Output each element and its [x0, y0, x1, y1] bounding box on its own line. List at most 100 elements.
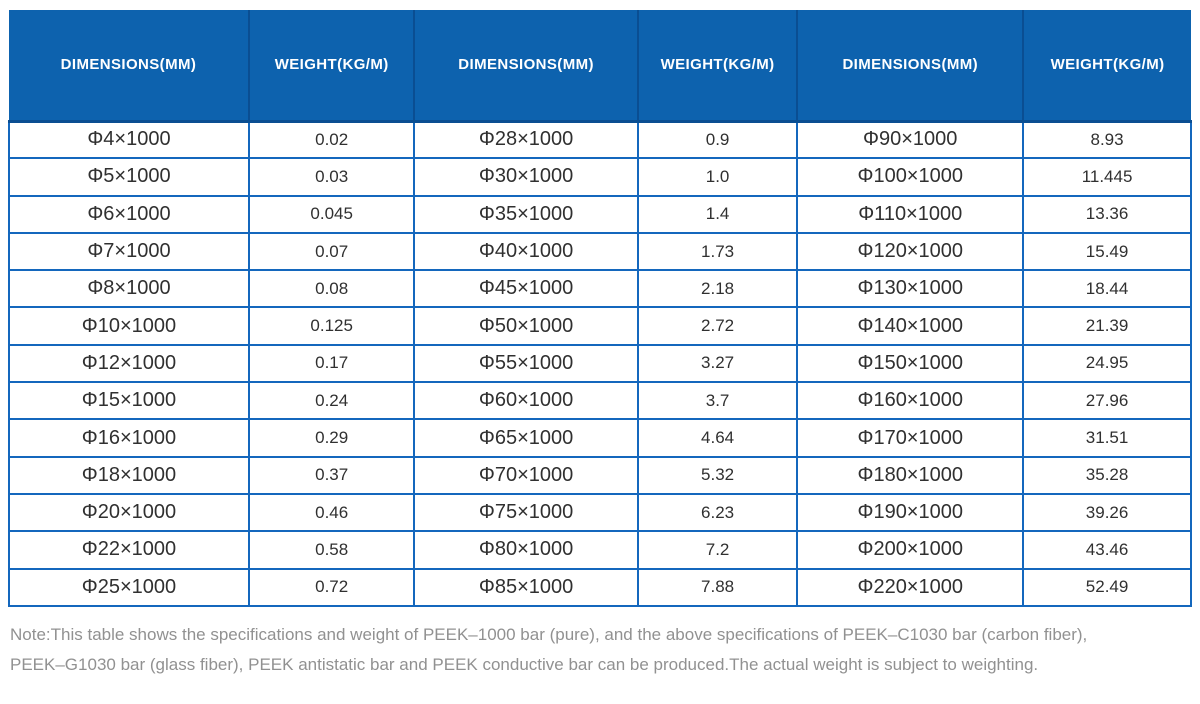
- table-header-row: DIMENSIONS(MM) WEIGHT(KG/M) DIMENSIONS(M…: [9, 10, 1191, 123]
- weight-cell: 7.88: [636, 567, 799, 607]
- weight-cell: 0.02: [247, 119, 416, 160]
- weight-cell: 0.29: [247, 418, 416, 458]
- table-row: Φ20×1000 0.46 Φ75×1000 6.23 Φ190×1000 39.26: [8, 492, 1192, 533]
- dimensions-cell: Φ190×1000: [796, 492, 1025, 533]
- dimensions-cell: Φ200×1000: [796, 530, 1025, 570]
- dimensions-cell: Φ18×1000: [8, 455, 250, 495]
- dimensions-cell: Φ120×1000: [796, 231, 1025, 272]
- weight-cell: 15.49: [1022, 231, 1192, 272]
- dimensions-cell: Φ45×1000: [413, 269, 639, 309]
- table-row: Φ6×1000 0.045 Φ35×1000 1.4 Φ110×1000 13.36: [8, 194, 1192, 234]
- weight-cell: 3.7: [636, 381, 799, 421]
- dimensions-cell: Φ40×1000: [413, 231, 639, 272]
- dimensions-cell: Φ70×1000: [413, 455, 639, 495]
- weight-cell: 13.36: [1022, 194, 1192, 234]
- weight-cell: 0.03: [247, 157, 416, 197]
- weight-cell: 43.46: [1022, 530, 1192, 570]
- table-row: Φ10×1000 0.125 Φ50×1000 2.72 Φ140×1000 21.39: [8, 306, 1192, 346]
- weight-cell: 0.72: [247, 567, 416, 607]
- weight-cell: 2.72: [636, 306, 799, 346]
- dimensions-cell: Φ55×1000: [413, 343, 639, 384]
- weight-cell: 0.24: [247, 381, 416, 421]
- table-row: Φ8×1000 0.08 Φ45×1000 2.18 Φ130×1000 18.44: [8, 269, 1192, 309]
- weight-cell: 2.18: [636, 269, 799, 309]
- header-cell-weight-3: WEIGHT(KG/M): [1022, 10, 1191, 123]
- weight-cell: 27.96: [1022, 381, 1192, 421]
- table-row: Φ4×1000 0.02 Φ28×1000 0.9 Φ90×1000 8.93: [8, 119, 1192, 160]
- weight-cell: 1.4: [636, 194, 799, 234]
- spec-table: DIMENSIONS(MM) WEIGHT(KG/M) DIMENSIONS(M…: [8, 10, 1192, 607]
- weight-cell: 1.73: [636, 231, 799, 272]
- weight-cell: 0.46: [247, 492, 416, 533]
- dimensions-cell: Φ25×1000: [8, 567, 250, 607]
- table-row: Φ12×1000 0.17 Φ55×1000 3.27 Φ150×1000 24.95: [8, 343, 1192, 384]
- note-line-2: PEEK–G1030 bar (glass fiber), PEEK antis…: [10, 654, 1039, 674]
- dimensions-cell: Φ180×1000: [796, 455, 1025, 495]
- dimensions-cell: Φ7×1000: [8, 231, 250, 272]
- dimensions-cell: Φ80×1000: [413, 530, 639, 570]
- table-row: Φ15×1000 0.24 Φ60×1000 3.7 Φ160×1000 27.96: [8, 381, 1192, 421]
- dimensions-cell: Φ220×1000: [796, 567, 1025, 607]
- dimensions-cell: Φ90×1000: [796, 119, 1025, 160]
- dimensions-cell: Φ16×1000: [8, 418, 250, 458]
- table-row: Φ7×1000 0.07 Φ40×1000 1.73 Φ120×1000 15.49: [8, 231, 1192, 272]
- dimensions-cell: Φ75×1000: [413, 492, 639, 533]
- table-body: Φ4×1000 0.02 Φ28×1000 0.9 Φ90×1000 8.93 Φ5×100…: [8, 119, 1192, 607]
- weight-cell: 7.2: [636, 530, 799, 570]
- weight-cell: 31.51: [1022, 418, 1192, 458]
- table-row: Φ22×1000 0.58 Φ80×1000 7.2 Φ200×1000 43.46: [8, 530, 1192, 570]
- weight-cell: 39.26: [1022, 492, 1192, 533]
- dimensions-cell: Φ12×1000: [8, 343, 250, 384]
- weight-cell: 0.07: [247, 231, 416, 272]
- table-row: Φ5×1000 0.03 Φ30×1000 1.0 Φ100×1000 11.445: [8, 157, 1192, 197]
- header-cell-weight-2: WEIGHT(KG/M): [636, 10, 798, 123]
- header-cell-dimensions-3: DIMENSIONS(MM): [796, 10, 1024, 123]
- dimensions-cell: Φ22×1000: [8, 530, 250, 570]
- weight-cell: 3.27: [636, 343, 799, 384]
- dimensions-cell: Φ170×1000: [796, 418, 1025, 458]
- weight-cell: 4.64: [636, 418, 799, 458]
- header-cell-weight-1: WEIGHT(KG/M): [247, 10, 415, 123]
- weight-cell: 0.58: [247, 530, 416, 570]
- dimensions-cell: Φ30×1000: [413, 157, 639, 197]
- dimensions-cell: Φ6×1000: [8, 194, 250, 234]
- note-line-1: Note:This table shows the specifications…: [10, 624, 1088, 644]
- dimensions-cell: Φ28×1000: [413, 119, 639, 160]
- table-row: Φ25×1000 0.72 Φ85×1000 7.88 Φ220×1000 52.49: [8, 567, 1192, 607]
- table-row: Φ16×1000 0.29 Φ65×1000 4.64 Φ170×1000 31.51: [8, 418, 1192, 458]
- weight-cell: 18.44: [1022, 269, 1192, 309]
- weight-cell: 8.93: [1022, 119, 1192, 160]
- header-cell-dimensions-1: DIMENSIONS(MM): [9, 10, 249, 123]
- dimensions-cell: Φ100×1000: [796, 157, 1025, 197]
- weight-cell: 6.23: [636, 492, 799, 533]
- dimensions-cell: Φ20×1000: [8, 492, 250, 533]
- page: DIMENSIONS(MM) WEIGHT(KG/M) DIMENSIONS(M…: [8, 10, 1192, 680]
- weight-cell: 1.0: [636, 157, 799, 197]
- dimensions-cell: Φ60×1000: [413, 381, 639, 421]
- dimensions-cell: Φ110×1000: [796, 194, 1025, 234]
- dimensions-cell: Φ130×1000: [796, 269, 1025, 309]
- weight-cell: 52.49: [1022, 567, 1192, 607]
- weight-cell: 0.08: [247, 269, 416, 309]
- dimensions-cell: Φ10×1000: [8, 306, 250, 346]
- weight-cell: 21.39: [1022, 306, 1192, 346]
- header-cell-dimensions-2: DIMENSIONS(MM): [413, 10, 638, 123]
- dimensions-cell: Φ15×1000: [8, 381, 250, 421]
- weight-cell: 0.17: [247, 343, 416, 384]
- table-row: Φ18×1000 0.37 Φ70×1000 5.32 Φ180×1000 35.28: [8, 455, 1192, 495]
- dimensions-cell: Φ85×1000: [413, 567, 639, 607]
- dimensions-cell: Φ65×1000: [413, 418, 639, 458]
- weight-cell: 11.445: [1022, 157, 1192, 197]
- dimensions-cell: Φ50×1000: [413, 306, 639, 346]
- weight-cell: 0.9: [636, 119, 799, 160]
- dimensions-cell: Φ4×1000: [8, 119, 250, 160]
- note: Note:This table shows the specifications…: [8, 620, 1192, 680]
- dimensions-cell: Φ5×1000: [8, 157, 250, 197]
- weight-cell: 0.37: [247, 455, 416, 495]
- weight-cell: 24.95: [1022, 343, 1192, 384]
- dimensions-cell: Φ140×1000: [796, 306, 1025, 346]
- dimensions-cell: Φ35×1000: [413, 194, 639, 234]
- dimensions-cell: Φ8×1000: [8, 269, 250, 309]
- weight-cell: 35.28: [1022, 455, 1192, 495]
- dimensions-cell: Φ160×1000: [796, 381, 1025, 421]
